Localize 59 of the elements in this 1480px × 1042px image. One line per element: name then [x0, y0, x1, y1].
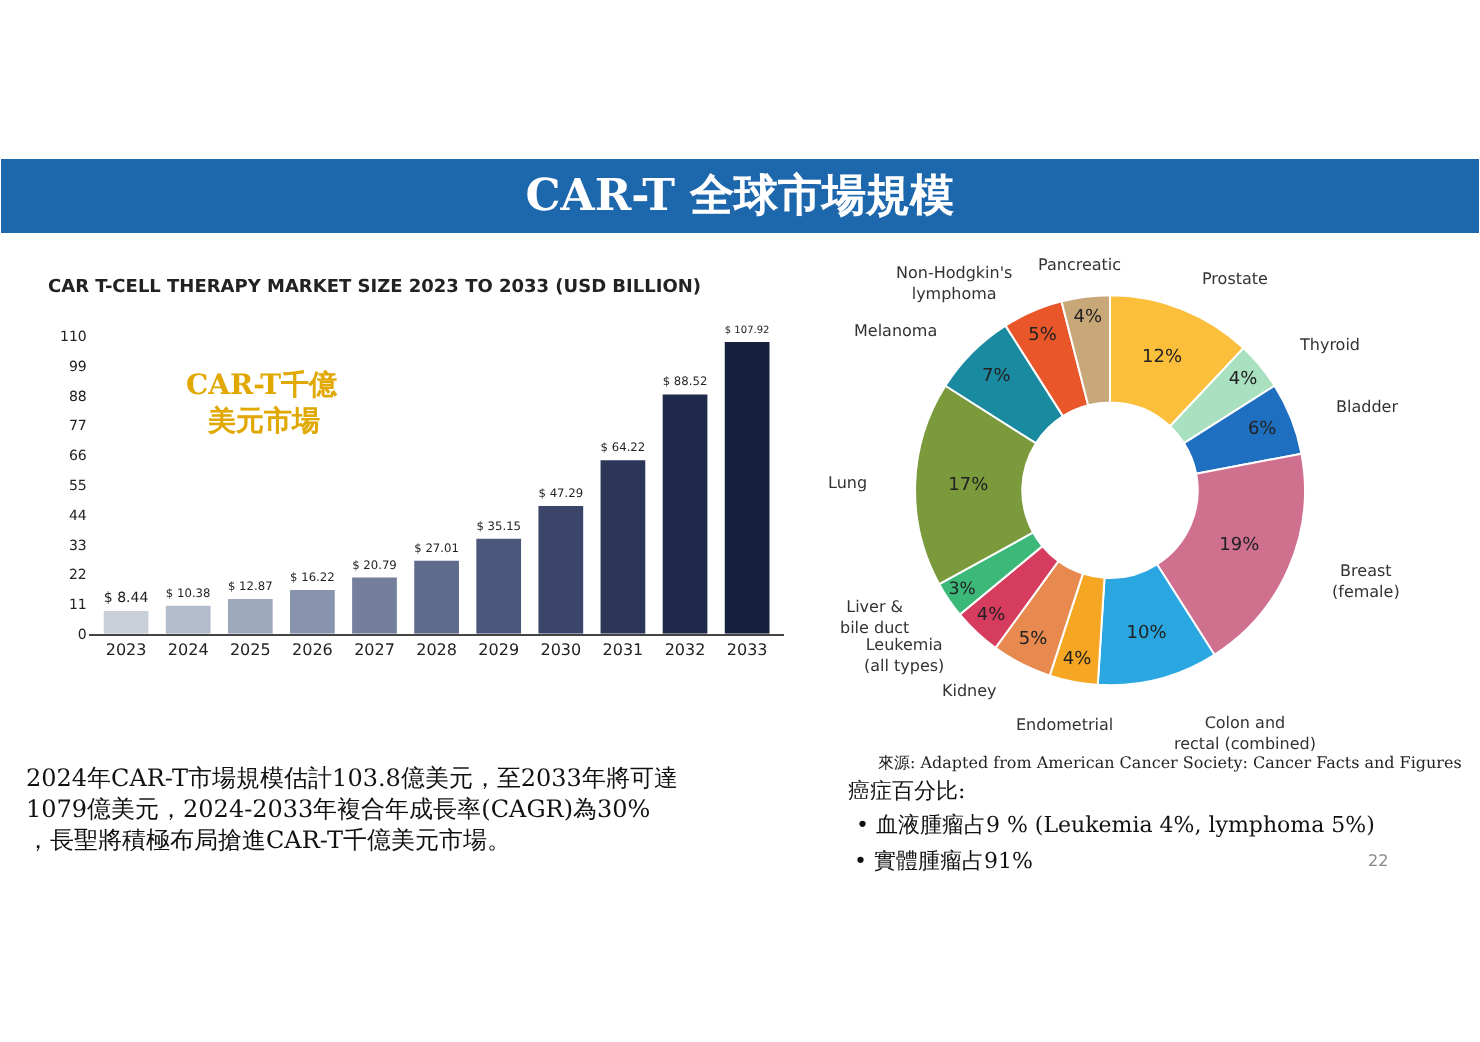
text: 22 [1368, 852, 1389, 870]
bar [414, 560, 459, 634]
data-label: 5% [1018, 630, 1049, 651]
data-label: 4% [1073, 308, 1104, 329]
x-tick-label: 2023 [105, 641, 147, 660]
data-label: 5% [1028, 325, 1058, 346]
data-label: 4% [1062, 650, 1093, 671]
text: 癌症百分比: [848, 778, 966, 804]
slice-label: Endometrial [1016, 716, 1114, 734]
slice-label: Prostate [1202, 270, 1269, 288]
data-label: 10% [1126, 624, 1168, 645]
x-tick-label: 2024 [167, 641, 209, 660]
text: CAR-T 全球市場規模 [525, 170, 955, 222]
x-tick-label: 2029 [478, 641, 520, 660]
chart-title: CAR T-CELL THERAPY MARKET SIZE 2023 TO 2033 (USD BILLION) [48, 278, 702, 298]
data-label: 6% [1247, 419, 1278, 440]
bar [165, 605, 211, 634]
bar [103, 611, 149, 634]
slice-label: Leukemia (all types) [864, 636, 945, 675]
text: 2024年CAR-T市場規模估計103.8億美元，至2033年將可達1079億美元，2024-2033年複合年成長率(CAGR)為30%，長聖將積極布局搶進CAR-T千億美元市場。 [26, 764, 678, 855]
bar [538, 505, 584, 634]
data-label: $ 8.44 [103, 587, 150, 606]
slice-label: Breast (female) [1332, 562, 1400, 601]
bar [290, 589, 335, 634]
slice-label: Thyroid [1298, 336, 1360, 354]
slice-label: Pancreatic [1038, 256, 1122, 274]
x-tick-label: 2026 [292, 641, 333, 660]
bar [600, 460, 646, 634]
bar [724, 341, 770, 634]
data-label: 7% [982, 367, 1012, 388]
data-label: 19% [1219, 536, 1261, 557]
data-label: 4% [1228, 369, 1259, 390]
slice-label: Melanoma [854, 322, 938, 340]
text: • 血液腫瘤占9 % (Leukemia 4%, lymphoma 5%) [856, 812, 1375, 838]
text: • 實體腫瘤占91% [854, 848, 1033, 874]
bar [227, 599, 273, 634]
x-tick-label: 2032 [664, 641, 706, 660]
data-label: 17% [948, 475, 990, 496]
x-tick-label: 2033 [726, 641, 768, 660]
data-label: 4% [976, 606, 1007, 627]
x-tick-label: 2025 [229, 641, 271, 660]
slice-label: Non-Hodgkin's lymphoma [896, 264, 1013, 303]
x-tick-label: 2028 [416, 641, 457, 660]
slice-label: Bladder [1336, 398, 1400, 416]
annotation: 美元市場 [206, 404, 320, 438]
data-label: 3% [948, 578, 976, 599]
text: 來源: Adapted from American Cancer Society: Cancer Facts and Figures [878, 754, 1462, 772]
annotation: CAR-T千億 [186, 368, 340, 402]
x-tick-label: 2031 [602, 641, 644, 660]
data-label: 12% [1142, 347, 1183, 368]
bar [662, 394, 708, 634]
bar [476, 538, 522, 634]
bar [352, 577, 397, 634]
slice-label: Colon and rectal (combined) [1174, 714, 1316, 753]
slice-label: Kidney [942, 682, 998, 700]
x-tick-label: 2027 [354, 641, 395, 660]
slice-label: Lung [828, 474, 868, 492]
x-tick-label: 2030 [540, 641, 582, 660]
slice-label: Liver & bile duct [840, 598, 910, 637]
